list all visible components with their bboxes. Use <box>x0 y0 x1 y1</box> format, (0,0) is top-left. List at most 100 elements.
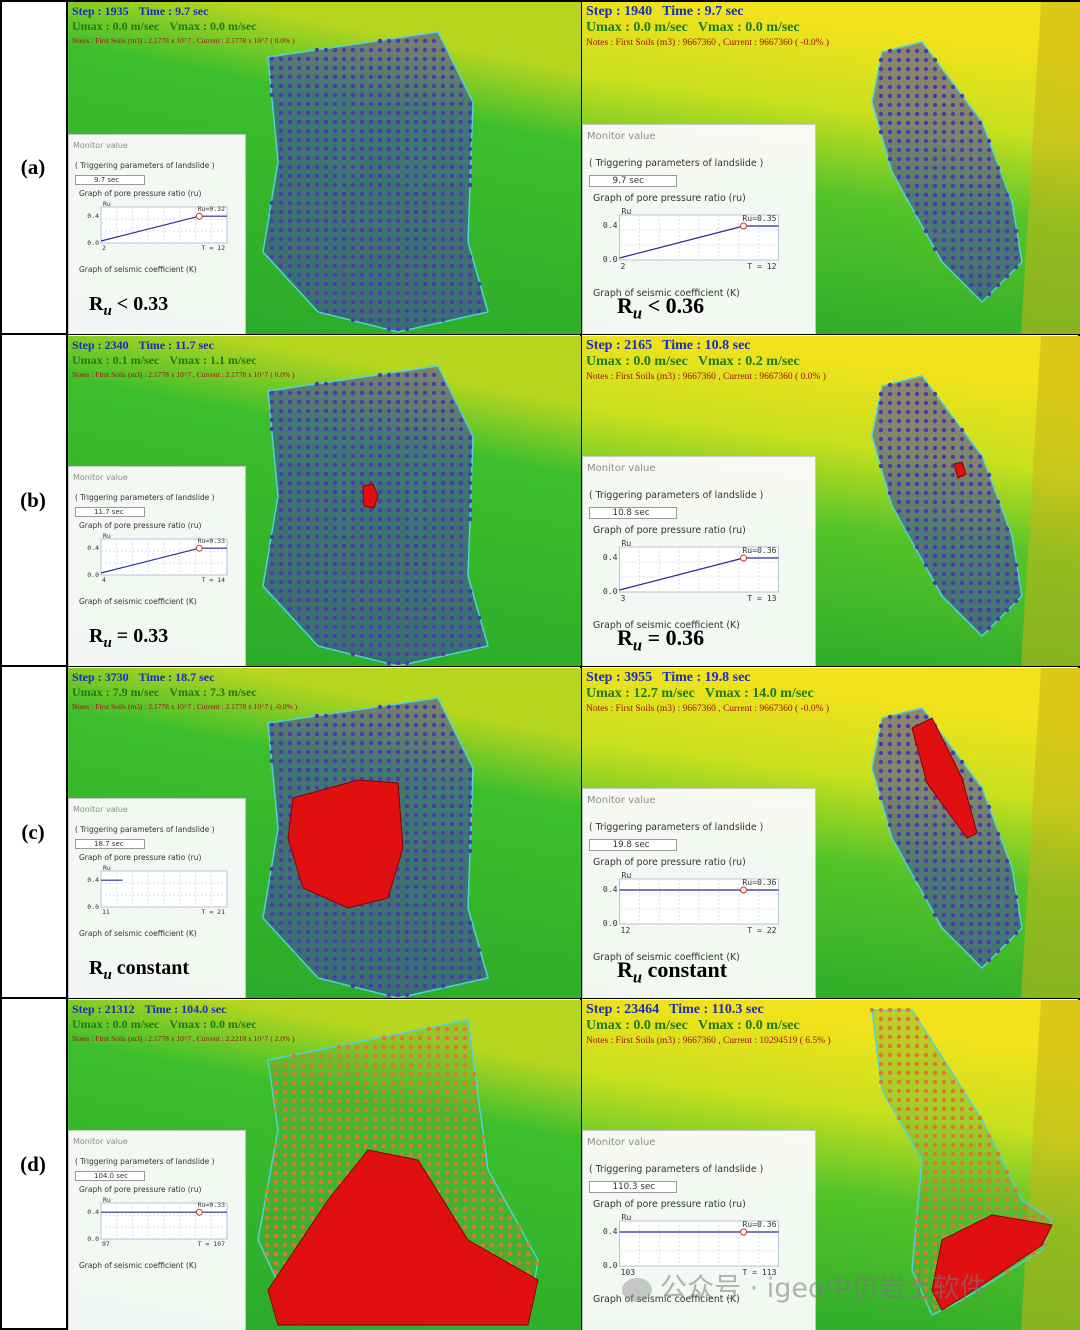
time-field: 18.7 sec <box>75 839 145 849</box>
grid-horizontal-line <box>0 665 1080 667</box>
graph-y-tick: 0.4 <box>87 1208 99 1216</box>
ru-symbol: R <box>89 957 104 979</box>
failed-mass <box>287 779 404 909</box>
vmax-value: Vmax : 0.0 m/sec <box>169 19 257 33</box>
monitor-panel: Monitor value ( Triggering parameters of … <box>582 124 816 334</box>
simulation-panel: Step : 1935 Time : 9.7 sec Umax : 0.0 m/se… <box>68 2 581 334</box>
seismic-graph-title: Graph of seismic coefficient (K) <box>593 951 740 963</box>
step-value: Step : 3730 <box>72 670 129 684</box>
ru-symbol: R <box>89 293 104 315</box>
time-value: Time : 110.3 sec <box>669 1002 764 1017</box>
vmax-value: Vmax : 14.0 m/sec <box>704 686 814 701</box>
pore-pressure-graph-title: Graph of pore pressure ratio (ru) <box>593 1198 746 1210</box>
monitor-panel: Monitor value ( Triggering parameters of … <box>582 788 816 998</box>
graph-y-tick: 0.4 <box>87 544 99 552</box>
ru-symbol: R <box>617 293 633 318</box>
graph-t-label: T = 12 <box>202 244 226 251</box>
step-time-line: Step : 3730 Time : 18.7 sec <box>72 670 297 685</box>
failed-mass <box>911 717 978 839</box>
particle-field <box>878 48 1019 297</box>
simulation-panel: Step : 1940 Time : 9.7 sec Umax : 0.0 m/se… <box>582 2 1080 334</box>
time-field: 10.8 sec <box>589 507 677 519</box>
graph-x-tick: 4 <box>102 576 106 583</box>
ru-comparison: constant <box>111 957 190 979</box>
simulation-panel: Step : 21312 Time : 104.0 sec Umax : 0.0 m… <box>68 1000 581 1330</box>
time-value: Time : 9.7 sec <box>138 4 209 18</box>
step-time-line: Step : 3955 Time : 19.8 sec <box>586 670 829 686</box>
graph-x-tick: 2 <box>621 261 626 270</box>
pore-pressure-graph: Ru 0.4 0.02 T = 12 Ru=0.32 <box>87 200 228 251</box>
terrain-cliff <box>1021 336 1080 666</box>
simulation-panel: Step : 2340 Time : 11.7 sec Umax : 0.1 m/s… <box>68 336 581 666</box>
time-value: Time : 10.8 sec <box>662 338 751 353</box>
seismic-graph-title: Graph of seismic coefficient (K) <box>79 597 197 606</box>
ru-symbol: R <box>617 957 633 982</box>
monitor-panel: Monitor value ( Triggering parameters of … <box>68 1130 246 1330</box>
landslide-zone <box>871 41 1023 304</box>
graph-y-tick: 0.0 <box>603 586 618 596</box>
ru-subscript: u <box>632 635 643 655</box>
umax-value: Umax : 0.0 m/sec <box>586 20 688 35</box>
step-time-line: Step : 2165 Time : 10.8 sec <box>586 338 826 354</box>
monitor-title: Monitor value <box>587 795 656 806</box>
step-time-line: Step : 21312 Time : 104.0 sec <box>72 1002 295 1017</box>
ru-condition: Ru = 0.33 <box>89 625 168 652</box>
trigger-heading: ( Triggering parameters of landslide ) <box>589 1163 764 1175</box>
graph-y-tick: 0.0 <box>87 1235 99 1243</box>
notes-line: Notes : First Soils (m3) : 9667360 , Cur… <box>586 372 826 382</box>
velocity-line: Umax : 0.0 m/sec Vmax : 0.2 m/sec <box>586 354 826 370</box>
notes-line: Notes : First Soils (m3) : 2.1778 x 10^7… <box>72 370 295 379</box>
failed-mass <box>267 1149 539 1326</box>
pore-pressure-graph: Ru 0.4 0.012 T = 22 Ru=0.36 <box>603 870 779 934</box>
graph-y-tick: 0.0 <box>603 918 618 928</box>
graph-axis-label: Ru <box>103 200 111 208</box>
umax-value: Umax : 0.1 m/sec <box>72 353 160 367</box>
failed-mass <box>953 461 967 479</box>
ru-condition: Ru < 0.33 <box>89 293 168 320</box>
grid-horizontal-line <box>0 333 1080 335</box>
velocity-line: Umax : 0.0 m/sec Vmax : 0.0 m/sec <box>72 1017 295 1032</box>
seismic-graph-title: Graph of seismic coefficient (K) <box>593 619 740 631</box>
graph-y-tick: 0.4 <box>603 1226 618 1236</box>
ru-subscript: u <box>103 967 112 983</box>
time-value: Time : 19.8 sec <box>662 670 751 685</box>
umax-value: Umax : 12.7 m/sec <box>586 686 695 701</box>
landslide-zone <box>262 31 489 333</box>
ru-subscript: u <box>103 303 112 319</box>
graph-x-tick: 97 <box>102 1240 110 1247</box>
graph-y-tick: 0.4 <box>87 212 99 220</box>
time-value: Time : 9.7 sec <box>662 4 744 19</box>
ru-subscript: u <box>632 303 643 323</box>
graph-axis-label: Ru <box>103 532 111 540</box>
notes-line: Notes : First Soils (m3) : 9667360 , Cur… <box>586 38 830 48</box>
graph-y-tick: 0.0 <box>603 254 618 264</box>
ru-value-label: Ru=0.36 <box>742 1219 776 1229</box>
ru-comparison: = 0.36 <box>642 625 705 650</box>
row-label: (a) <box>20 155 46 179</box>
step-time-line: Step : 1935 Time : 9.7 sec <box>72 4 295 19</box>
simulation-readout: Step : 3730 Time : 18.7 sec Umax : 7.9 m/s… <box>72 670 297 711</box>
graph-y-tick: 0.0 <box>603 1260 618 1270</box>
ru-symbol: R <box>617 625 633 650</box>
graph-x-tick: 12 <box>621 925 631 934</box>
step-value: Step : 21312 <box>72 1002 135 1016</box>
umax-value: Umax : 0.0 m/sec <box>72 19 160 33</box>
particle-field <box>269 372 482 666</box>
ru-subscript: u <box>103 635 112 651</box>
pore-pressure-graph-title: Graph of pore pressure ratio (ru) <box>79 853 202 862</box>
trigger-heading: ( Triggering parameters of landslide ) <box>589 821 764 833</box>
seismic-graph-title: Graph of seismic coefficient (K) <box>79 265 197 274</box>
trigger-heading: ( Triggering parameters of landslide ) <box>589 489 764 501</box>
graph-y-tick: 0.4 <box>603 552 618 562</box>
graph-axis-label: Ru <box>622 538 632 548</box>
seismic-graph-title: Graph of seismic coefficient (K) <box>79 1261 197 1270</box>
monitor-title: Monitor value <box>587 463 656 474</box>
failed-mass <box>362 483 379 509</box>
watermark: 公众号 · igeo中仿岩土软件 <box>622 1266 987 1305</box>
ru-symbol: R <box>89 625 104 647</box>
time-field: 19.8 sec <box>589 839 677 851</box>
monitor-panel: Monitor value ( Triggering parameters of … <box>68 134 246 334</box>
trigger-heading: ( Triggering parameters of landslide ) <box>75 1157 215 1166</box>
